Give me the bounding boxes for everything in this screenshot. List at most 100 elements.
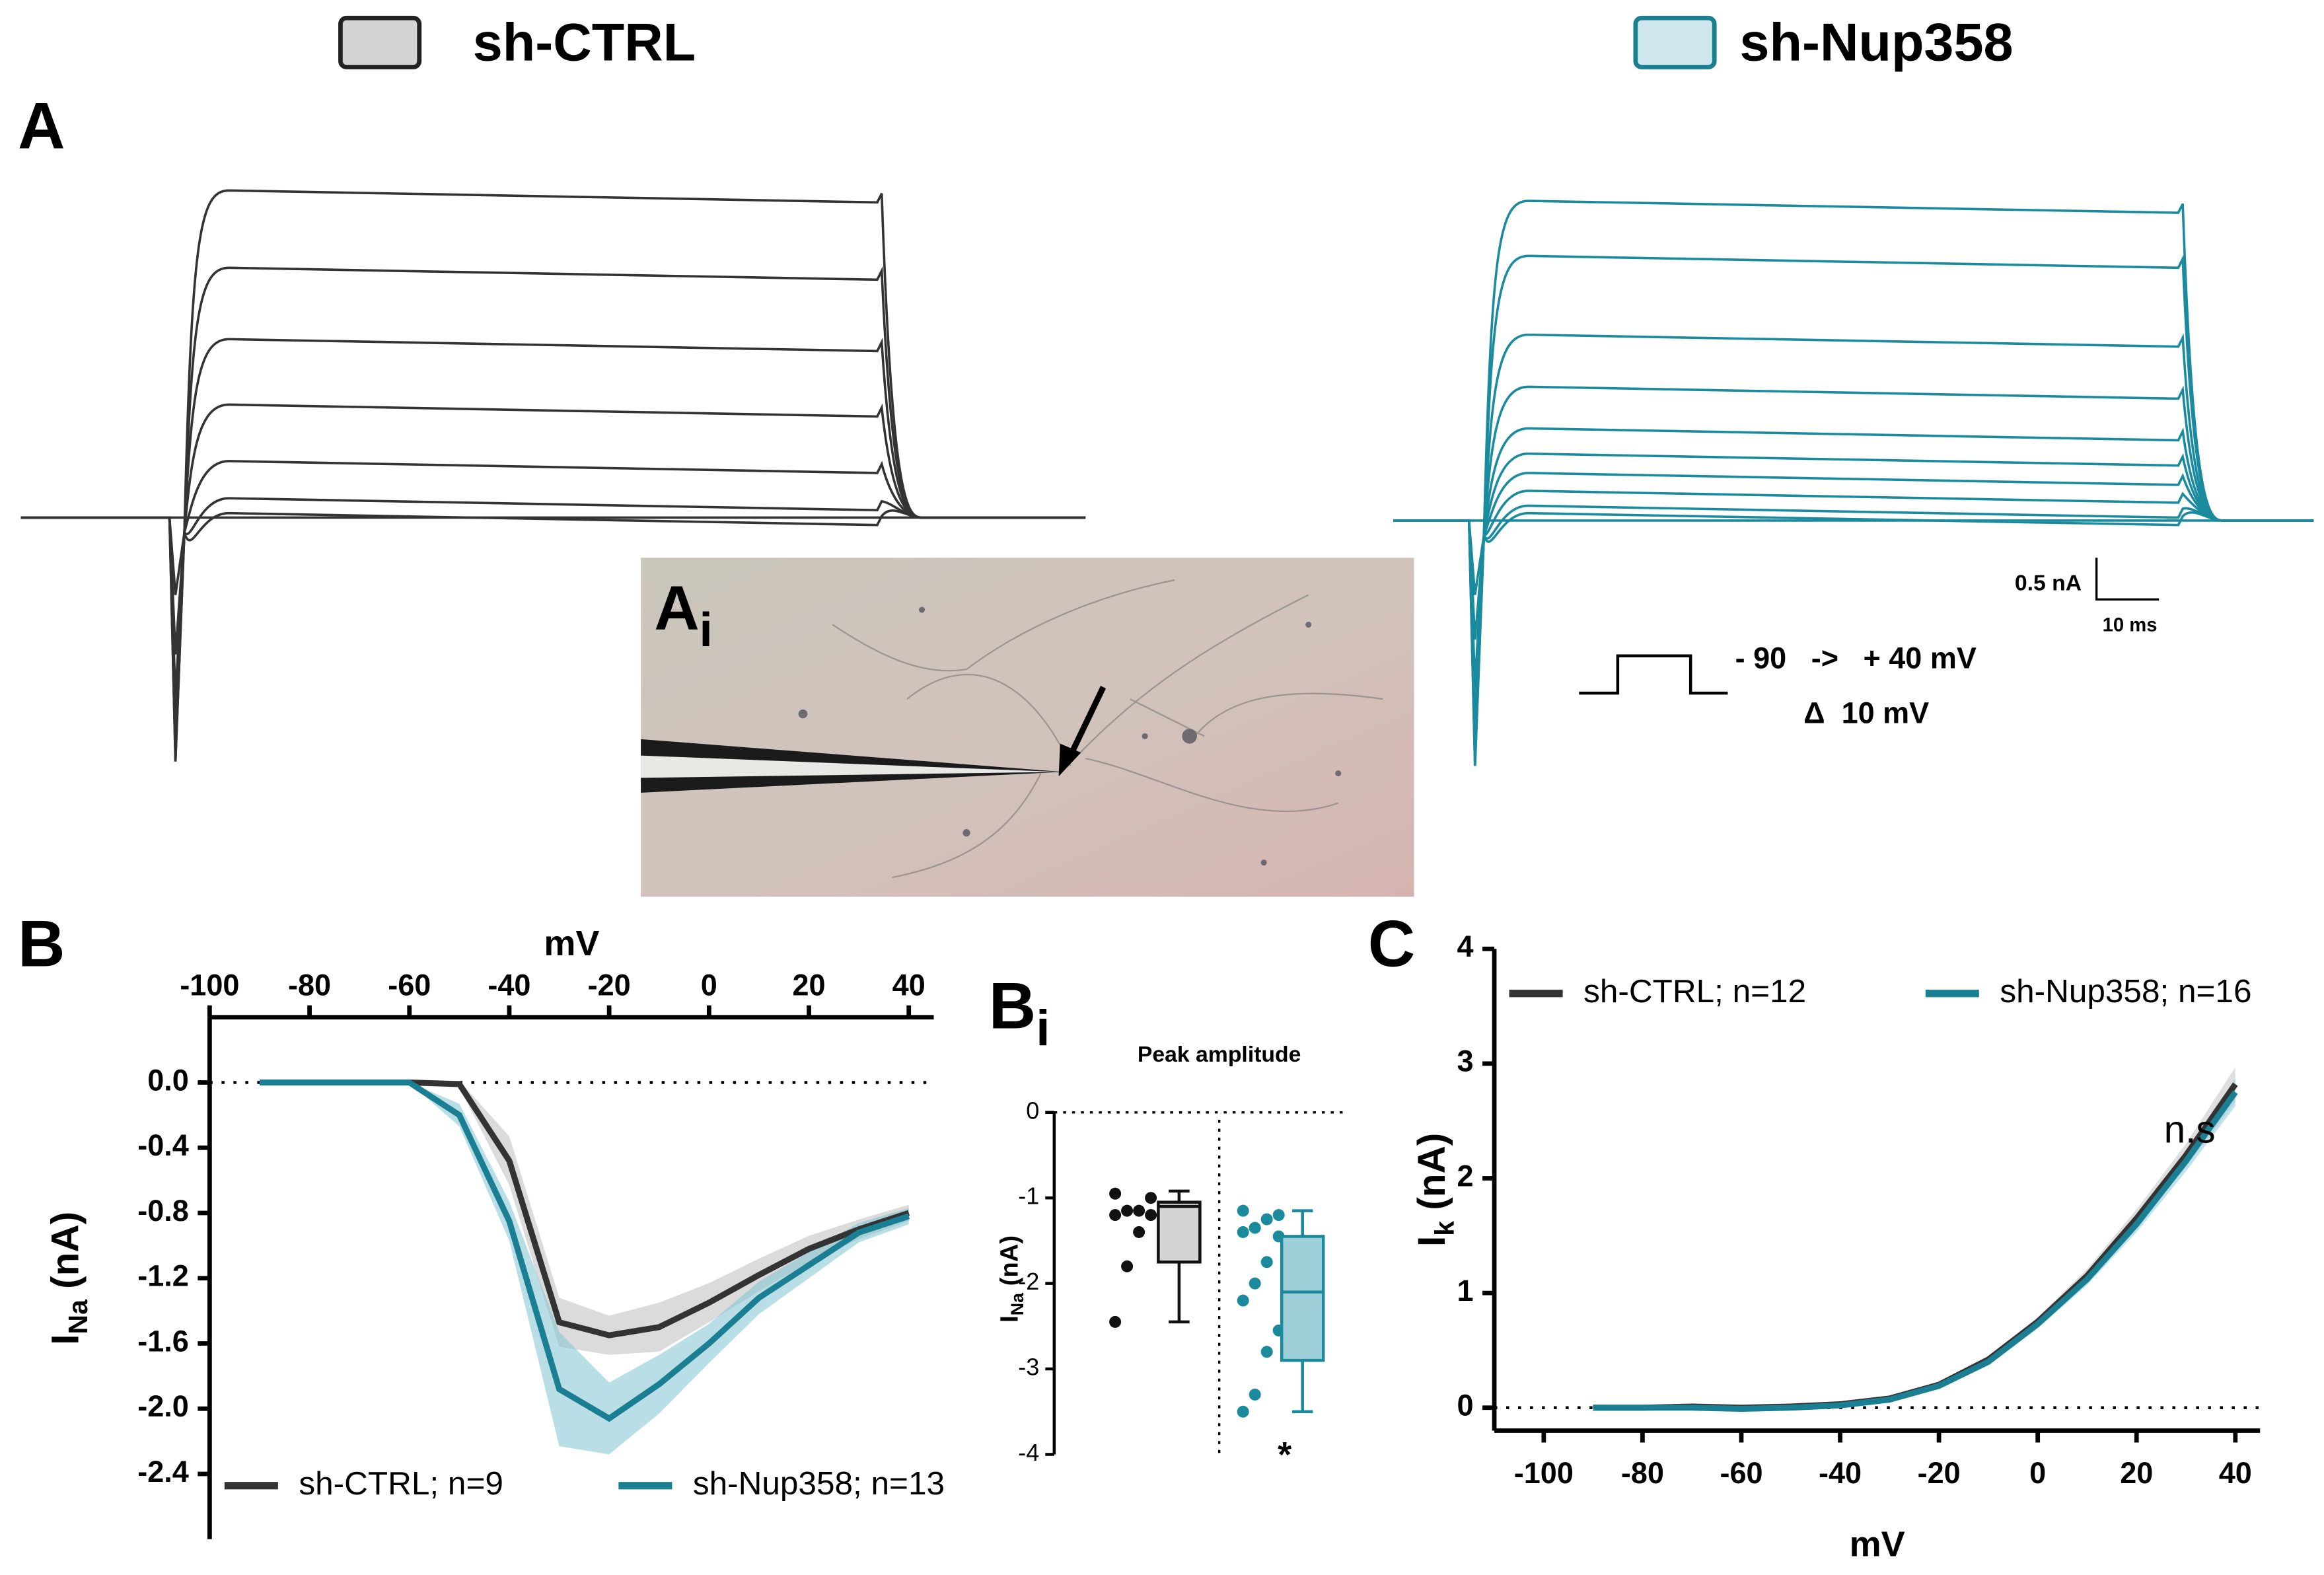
panel-label-sub: i	[700, 604, 713, 657]
y-tick-label: -0.8	[137, 1194, 189, 1227]
x-tick-label: 20	[792, 969, 825, 1002]
panel-label-main: B	[989, 969, 1036, 1043]
data-point	[1109, 1209, 1122, 1222]
y-axis-label-part: (nA)	[996, 1235, 1024, 1293]
scale-bar	[2095, 558, 2160, 601]
scale-label: 10 ms	[2103, 615, 2158, 636]
x-tick-label: -20	[1918, 1456, 1961, 1490]
error-band	[1593, 1078, 2235, 1409]
legend-swatch	[338, 15, 422, 69]
y-tick-label: -2.0	[137, 1389, 189, 1423]
panel-label: C	[1368, 906, 1416, 980]
data-point	[1237, 1294, 1249, 1307]
y-tick-label: 0	[1457, 1389, 1474, 1422]
data-point	[1249, 1388, 1261, 1401]
data-point	[1121, 1260, 1134, 1272]
annotation: n.s	[2164, 1108, 2216, 1151]
line	[259, 1080, 910, 1422]
line	[259, 1080, 910, 1338]
x-tick-label: -40	[488, 969, 530, 1002]
protocol-label: - 90 -> + 40 mV	[1735, 641, 1977, 675]
x-tick-label: -60	[1720, 1456, 1762, 1490]
panel-label-sub: i	[1036, 1000, 1050, 1056]
y-tick-label: -2.4	[137, 1455, 189, 1488]
legend-label: sh-CTRL; n=9	[299, 1465, 503, 1502]
data-point	[1133, 1226, 1145, 1238]
nup-traces	[1393, 200, 2314, 766]
data-point	[1133, 1204, 1145, 1217]
x-tick-label: -60	[388, 969, 431, 1002]
protocol-icon	[1579, 654, 1728, 695]
data-point	[1121, 1204, 1134, 1217]
y-tick-label: 0.0	[147, 1063, 189, 1097]
data-point	[1237, 1226, 1249, 1238]
x-tick-label: -100	[180, 969, 239, 1002]
x-tick-label: 20	[2120, 1456, 2153, 1490]
x-tick-label: 0	[701, 969, 717, 1002]
legend-swatch	[1633, 15, 1717, 69]
data-point	[1237, 1405, 1249, 1418]
data-point	[1145, 1209, 1157, 1222]
legend-label: sh-Nup358	[1739, 13, 2013, 72]
y-axis-label: Ik (nA)	[1410, 1133, 1459, 1247]
line	[1593, 1082, 2238, 1411]
panel-label-main: A	[654, 573, 699, 643]
x-tick-label: -100	[1514, 1456, 1574, 1490]
data-point	[1145, 1192, 1157, 1204]
y-tick-label: -1	[1018, 1183, 1039, 1210]
data-point	[1260, 1213, 1273, 1226]
panel-label: Bi	[989, 969, 1050, 1057]
x-tick-label: -80	[288, 969, 331, 1002]
legend-label: sh-CTRL	[473, 13, 696, 72]
y-axis-label-part: k	[1429, 1221, 1459, 1236]
data-point	[1272, 1209, 1285, 1222]
annotation: *	[1278, 1435, 1291, 1475]
data-point	[1109, 1315, 1122, 1328]
y-tick-label: -0.4	[137, 1128, 189, 1162]
x-tick-label: -40	[1819, 1456, 1862, 1490]
y-axis-label-part: (nA)	[1410, 1133, 1453, 1221]
legend-label: sh-CTRL; n=12	[1583, 973, 1806, 1009]
box	[1157, 1200, 1202, 1264]
y-axis-label: INa (nA)	[44, 1212, 93, 1345]
y-tick-label: 4	[1457, 930, 1474, 963]
error-band	[1593, 1067, 2235, 1408]
micrograph: Ai	[641, 558, 1414, 897]
y-axis-label: INa (nA)	[996, 1235, 1027, 1323]
y-axis-label-part: I	[44, 1334, 87, 1344]
x-axis-label: mV	[1850, 1524, 1905, 1564]
panel-label: B	[18, 906, 65, 980]
x-tick-label: 40	[2219, 1456, 2252, 1490]
y-tick-label: -1.6	[137, 1324, 189, 1358]
data-point	[1249, 1222, 1261, 1234]
x-tick-label: 0	[2029, 1456, 2046, 1490]
error-band	[259, 1081, 909, 1355]
y-tick-label: -2	[1018, 1268, 1039, 1295]
data-point	[1260, 1346, 1273, 1358]
y-tick-label: 2	[1457, 1159, 1474, 1192]
scale-label: 0.5 nA	[2015, 571, 2082, 596]
y-axis-label-part: I	[996, 1315, 1024, 1323]
ctrl-traces	[20, 189, 1086, 762]
data-point	[1109, 1187, 1122, 1200]
x-tick-label: 40	[892, 969, 926, 1002]
y-tick-label: -4	[1018, 1439, 1039, 1466]
x-tick-label: -80	[1621, 1456, 1664, 1490]
chart-title: Peak amplitude	[1138, 1042, 1301, 1067]
data-point	[1249, 1277, 1261, 1290]
y-tick-label: -1.2	[137, 1259, 189, 1293]
panel-label: A	[18, 89, 65, 162]
y-axis-label-part: I	[1410, 1236, 1453, 1247]
x-tick-label: -20	[588, 969, 631, 1002]
y-tick-label: 3	[1457, 1044, 1474, 1078]
data-point	[1260, 1256, 1273, 1268]
y-tick-label: 0	[1026, 1097, 1039, 1124]
protocol-label: Δ 10 mV	[1803, 696, 1929, 730]
legend-label: sh-Nup358; n=13	[693, 1465, 945, 1502]
y-axis-label-part: Na	[1007, 1292, 1027, 1315]
y-axis-label-part: Na	[63, 1299, 93, 1335]
data-point	[1237, 1204, 1249, 1217]
box	[1280, 1235, 1325, 1362]
line	[1593, 1090, 2238, 1412]
